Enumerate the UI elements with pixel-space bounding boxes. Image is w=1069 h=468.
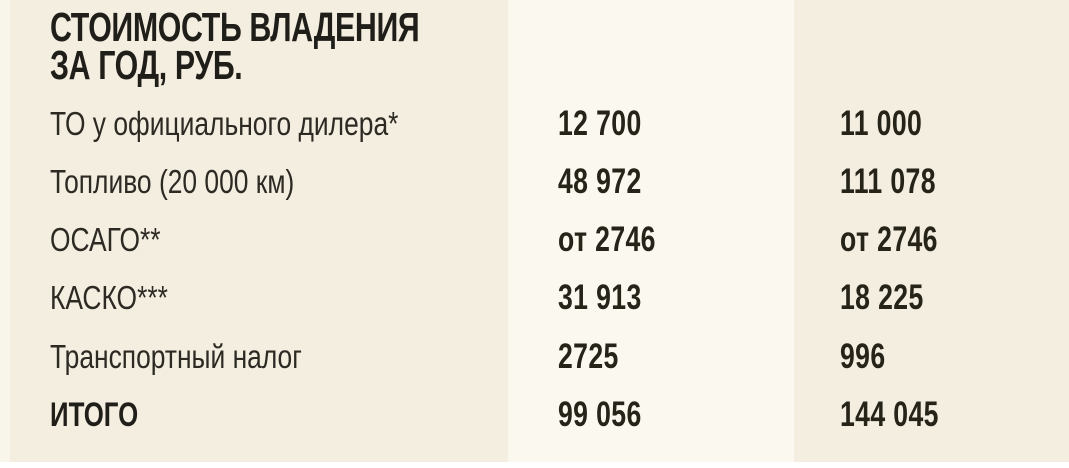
row-value-col1: 2725 xyxy=(558,337,619,376)
row-value-col1: от 2746 xyxy=(558,220,656,259)
row-label: ОСАГО** xyxy=(50,221,161,258)
row-label: КАСКО*** xyxy=(50,279,168,316)
table-row: Транспортный налог 2725 996 xyxy=(0,337,1069,377)
total-label: ИТОГО xyxy=(50,395,139,434)
total-value-col1: 99 056 xyxy=(558,395,642,434)
table-title: СТОИМОСТЬ ВЛАДЕНИЯ ЗА ГОД, РУБ. xyxy=(50,4,549,88)
row-label: ТО у официального дилера* xyxy=(50,105,399,142)
bottom-page-margin xyxy=(0,462,1069,468)
row-value-col1: 48 972 xyxy=(558,162,642,201)
row-value-col2: от 2746 xyxy=(840,220,938,259)
table-row-total: ИТОГО 99 056 144 045 xyxy=(0,395,1069,435)
table-row: КАСКО*** 31 913 18 225 xyxy=(0,278,1069,318)
table-title-line1: СТОИМОСТЬ ВЛАДЕНИЯ xyxy=(50,4,420,50)
row-label: Транспортный налог xyxy=(50,338,302,375)
row-value-col1: 31 913 xyxy=(558,278,642,317)
table-row: ТО у официального дилера* 12 700 11 000 xyxy=(0,104,1069,144)
row-label: Топливо (20 000 км) xyxy=(50,163,295,200)
row-value-col1: 12 700 xyxy=(558,104,642,143)
total-value-col2: 144 045 xyxy=(840,395,939,434)
row-value-col2: 111 078 xyxy=(840,162,936,201)
row-value-col2: 18 225 xyxy=(840,278,924,317)
table-row: ОСАГО** от 2746 от 2746 xyxy=(0,220,1069,260)
column1-highlight-band xyxy=(508,0,794,462)
row-value-col2: 996 xyxy=(840,337,886,376)
row-value-col2: 11 000 xyxy=(840,104,923,143)
left-page-margin xyxy=(0,0,10,468)
table-title-line2: ЗА ГОД, РУБ. xyxy=(50,42,243,88)
table-row: Топливо (20 000 км) 48 972 111 078 xyxy=(0,162,1069,202)
